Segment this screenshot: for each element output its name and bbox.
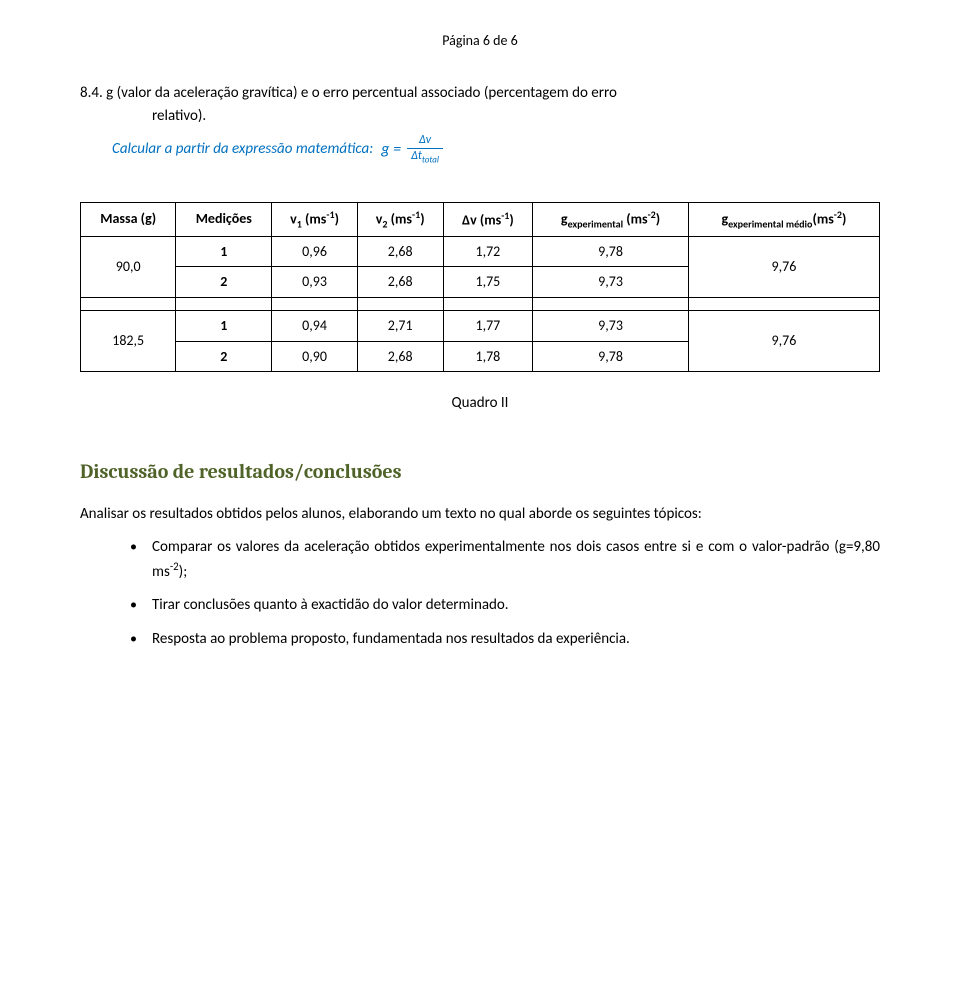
cell-massa: 90,0 [81,236,176,297]
cell-dv: 1,72 [443,236,533,267]
formula-intro: Calcular a partir da expressão matemátic… [112,138,373,161]
table-caption: Quadro II [80,392,880,415]
cell-gmed: 9,76 [688,311,879,372]
col-v1-prefix: v [290,210,297,227]
col-dv-prefix: Δv (ms [462,211,501,228]
col-v2-unit: (ms [388,210,413,227]
cell-med-val: 2 [220,348,227,365]
cell-med: 2 [176,267,272,298]
col-v2: v2 (ms-1) [357,202,443,236]
col-v1: v1 (ms-1) [272,202,358,236]
col-gexp-close: ) [656,210,660,227]
section-8-4-line2: relativo). [80,107,206,125]
col-gmed-close: ) [842,210,846,227]
col-gmed: gexperimental médio(ms-2) [688,202,879,236]
col-gexp: gexperimental (ms-2) [533,202,689,236]
formula-line: Calcular a partir da expressão matemátic… [80,134,880,165]
col-medicoes: Medições [176,202,272,236]
cell-v2: 2,68 [357,267,443,298]
col-gexp-sub: experimental [568,217,624,230]
bullet-1-l2-suffix: ); [179,563,188,581]
cell-med: 2 [176,341,272,372]
cell-v1: 0,93 [272,267,358,298]
cell-med-val: 2 [220,273,227,290]
col-gmed-unit: (ms [812,210,833,227]
cell-med-val: 1 [220,317,227,334]
cell-med: 1 [176,236,272,267]
cell-v2: 2,68 [357,341,443,372]
cell-g: 9,73 [533,267,689,298]
fraction-denominator: Δttotal [407,148,443,165]
cell-dv: 1,77 [443,311,533,342]
den-prefix: Δt [411,149,422,163]
discussion-intro: Analisar os resultados obtidos pelos alu… [80,503,880,526]
col-v1-unit: (ms [302,210,327,227]
cell-g: 9,78 [533,236,689,267]
cell-v2: 2,68 [357,236,443,267]
cell-massa: 182,5 [81,311,176,372]
col-dv-close: ) [509,211,513,228]
discussion-heading: Discussão de resultados/conclusões [80,456,880,487]
col-v1-sup: -1 [326,208,334,221]
cell-v1: 0,96 [272,236,358,267]
cell-dv: 1,75 [443,267,533,298]
list-item: Comparar os valores da aceleração obtido… [130,536,880,585]
col-massa: Massa (g) [81,202,176,236]
col-v1-close: ) [335,210,339,227]
fraction: Δv Δttotal [407,134,443,165]
col-gmed-sup: -2 [834,208,842,221]
formula-expression: g = Δv Δttotal [381,134,443,165]
results-table: Massa (g) Medições v1 (ms-1) v2 (ms-1) Δ… [80,202,880,373]
col-dv: Δv (ms-1) [443,202,533,236]
cell-g: 9,73 [533,311,689,342]
fraction-numerator: Δv [415,134,435,148]
section-8-4-line1: 8.4. g (valor da aceleração gravítica) e… [80,84,617,102]
cell-med: 1 [176,311,272,342]
discussion-intro-l2: seguintes tópicos: [593,505,702,523]
cell-v1: 0,90 [272,341,358,372]
list-item: Tirar conclusões quanto à exactidão do v… [130,594,880,617]
table-row: 182,5 1 0,94 2,71 1,77 9,73 9,76 [81,311,880,342]
list-item: Resposta ao problema proposto, fundament… [130,628,880,651]
formula-lhs: g = [381,138,401,163]
table-row: 90,0 1 0,96 2,68 1,72 9,78 9,76 [81,236,880,267]
col-gexp-unit: (ms [623,210,648,227]
cell-gmed: 9,76 [688,236,879,297]
topics-list: Comparar os valores da aceleração obtido… [80,536,880,651]
den-sub: total [422,155,439,166]
table-header-row: Massa (g) Medições v1 (ms-1) v2 (ms-1) Δ… [81,202,880,236]
discussion-intro-l1: Analisar os resultados obtidos pelos alu… [80,505,589,523]
table-gap-row [81,298,880,311]
col-gexp-prefix: g [561,210,568,227]
bullet-1-l2-sup: -2 [170,560,179,573]
section-8-4: 8.4. g (valor da aceleração gravítica) e… [80,82,880,129]
cell-v2: 2,71 [357,311,443,342]
cell-g: 9,78 [533,341,689,372]
page-header: Página 6 de 6 [80,30,880,52]
cell-dv: 1,78 [443,341,533,372]
bullet-1-l1: Comparar os valores da aceleração obtido… [152,538,677,556]
col-v2-sup: -1 [412,208,420,221]
cell-med-val: 1 [220,243,227,260]
col-v2-close: ) [420,210,424,227]
cell-v1: 0,94 [272,311,358,342]
col-gexp-sup: -2 [648,208,656,221]
col-gmed-sub: experimental médio [728,217,812,230]
